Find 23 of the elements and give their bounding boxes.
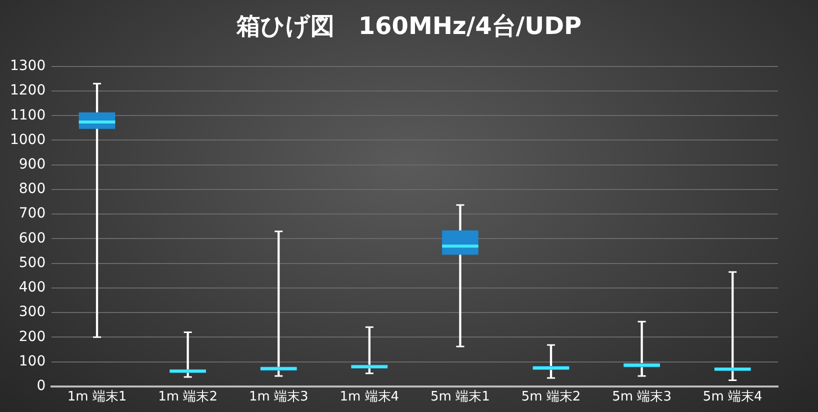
x-tick-label: 5m 端末3 — [612, 390, 672, 405]
x-tick-label: 1m 端末4 — [340, 390, 400, 405]
x-tick-label: 1m 端末3 — [248, 390, 308, 405]
x-tick-label: 5m 端末1 — [430, 390, 490, 405]
x-tick-label: 1m 端末2 — [158, 390, 218, 405]
y-tick-label: 100 — [18, 353, 46, 370]
chart-title: 箱ひげ図 160MHz/4台/UDP — [235, 11, 583, 42]
x-tick-label: 5m 端末2 — [521, 390, 581, 405]
y-tick-label: 500 — [18, 254, 46, 271]
y-tick-label: 800 — [18, 181, 46, 198]
y-tick-label: 600 — [18, 230, 46, 246]
y-tick-label: 300 — [18, 304, 46, 320]
y-tick-label: 400 — [18, 280, 46, 296]
y-tick-label: 900 — [18, 156, 46, 172]
y-tick-label: 1200 — [10, 82, 46, 99]
y-tick-label: 700 — [18, 206, 46, 222]
y-tick-label: 0 — [36, 378, 46, 394]
y-tick-label: 1100 — [10, 107, 46, 124]
x-tick-label: 1m 端末1 — [67, 390, 127, 405]
y-tick-label: 200 — [18, 328, 46, 345]
y-tick-label: 1000 — [10, 132, 46, 148]
x-tick-label: 5m 端末4 — [702, 390, 762, 405]
y-tick-label: 1300 — [10, 58, 46, 74]
